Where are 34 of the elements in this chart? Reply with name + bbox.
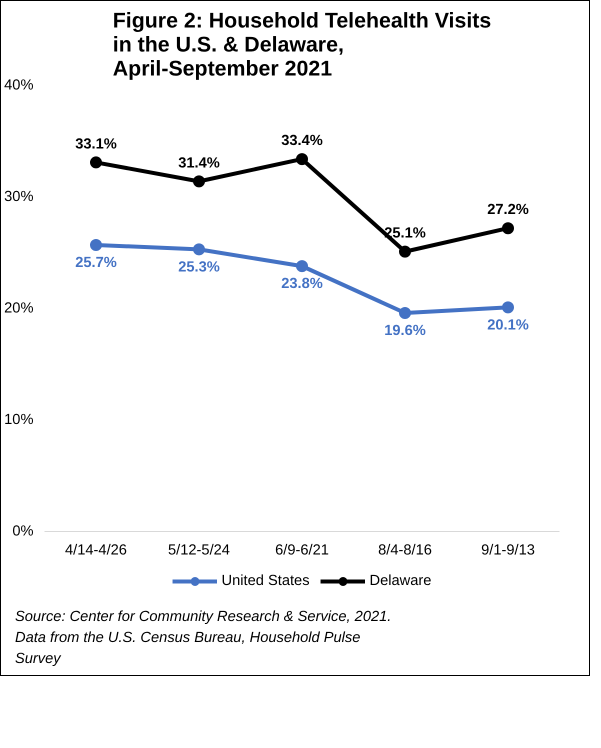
point (502, 222, 514, 234)
point (296, 260, 308, 272)
data-label: 25.3% (178, 259, 220, 276)
source-note: Source: Center for Community Research & Service, 2021. (15, 609, 392, 625)
y-tick-label: 20% (4, 300, 34, 316)
data-label: 33.4% (281, 133, 323, 150)
data-label: 23.8% (281, 276, 323, 292)
x-tick-label: 8/4-8/16 (378, 542, 432, 558)
text: Data from the U.S. Census Bureau, Household Pulse Survey (15, 630, 360, 667)
point (193, 175, 205, 188)
data-label: 31.4% (178, 155, 220, 172)
x-tick-label: 4/14-4/26 (65, 542, 127, 558)
chart-title: Figure 2: Household Telehealth Visits in the U.S. & Delaware, April-September 2021 (112, 8, 492, 80)
x-tick-label: 9/1-9/13 (481, 542, 535, 558)
y-tick-label: 40% (4, 78, 34, 94)
data-label: 19.6% (384, 322, 426, 339)
x-tick-label: 5/12-5/24 (168, 542, 230, 558)
data-label: 20.1% (487, 317, 529, 334)
point (90, 156, 102, 168)
point (193, 243, 205, 256)
data-label: 27.2% (487, 202, 529, 218)
point (296, 153, 308, 166)
point (399, 306, 411, 319)
data-label: 33.1% (75, 136, 117, 152)
legend-label: United States (222, 573, 310, 589)
point (399, 246, 411, 258)
point (90, 238, 102, 251)
y-tick-label: 0% (12, 524, 34, 540)
data-label: 25.7% (75, 254, 117, 271)
y-tick-label: 10% (4, 412, 34, 428)
legend-label: Delaware (370, 573, 432, 589)
point (502, 301, 514, 314)
y-tick-label: 30% (4, 189, 34, 205)
x-tick-label: 6/9-6/21 (275, 542, 329, 558)
